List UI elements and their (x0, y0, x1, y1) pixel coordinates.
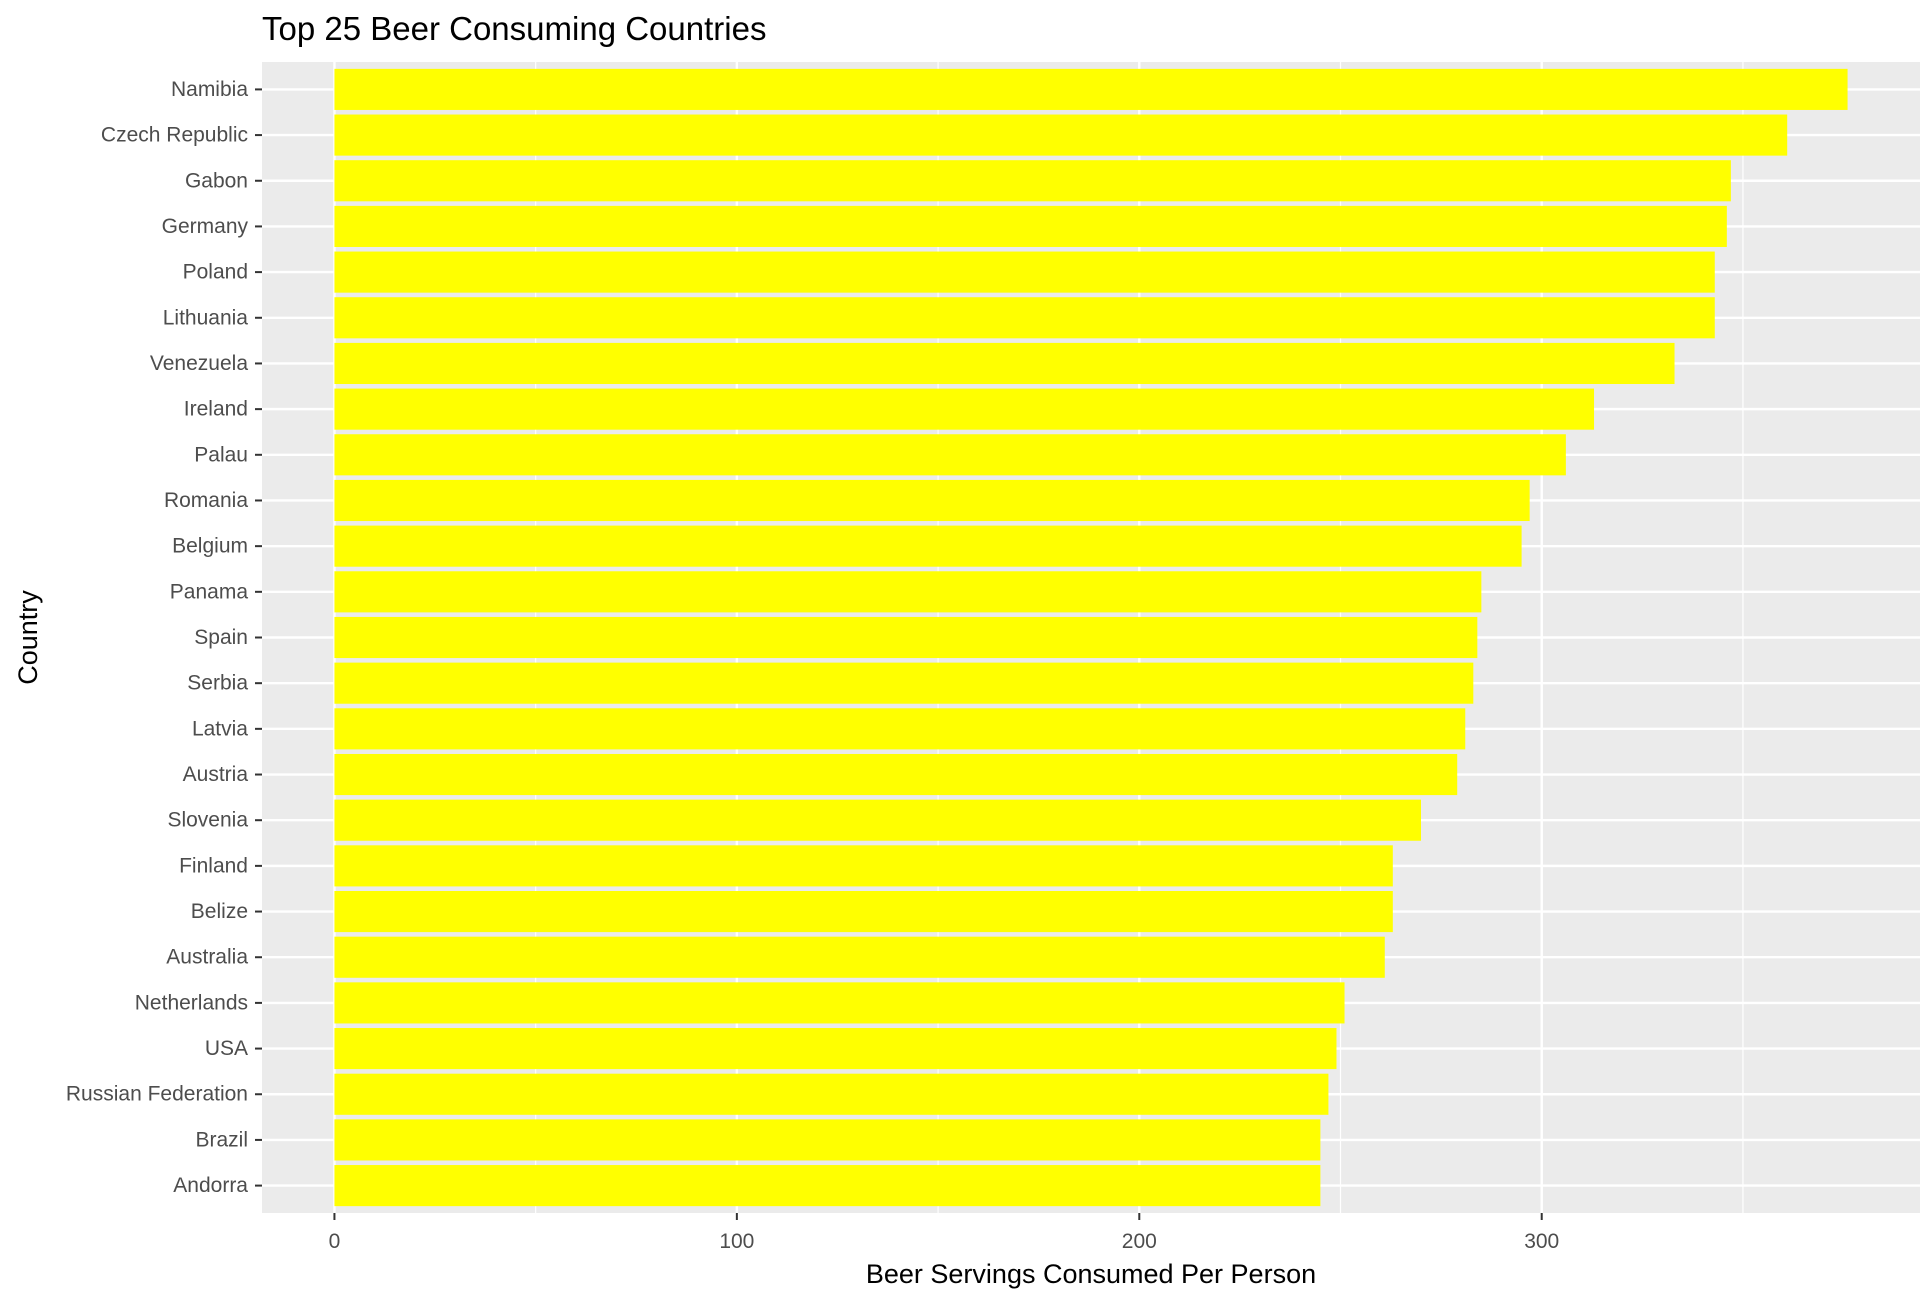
y-tick-label: Austria (183, 763, 249, 786)
y-tick-label: Slovenia (167, 809, 248, 832)
y-tick-label: Czech Republic (101, 124, 248, 147)
bar-netherlands (334, 982, 1345, 1024)
bar-spain (334, 616, 1478, 659)
y-tick-label: Spain (194, 626, 248, 649)
bar-gabon (334, 160, 1731, 202)
bar-russian-federation (334, 1073, 1329, 1115)
x-axis-ticks: 0 100 200 300 (329, 1213, 1559, 1253)
bar-czech-republic (334, 114, 1788, 156)
y-tick-label: Poland (183, 261, 248, 284)
bars (334, 68, 1848, 1207)
y-tick-label: Brazil (195, 1128, 248, 1151)
y-tick-label: Australia (166, 946, 248, 969)
y-tick-label: Panama (170, 580, 249, 603)
x-tick-label: 100 (719, 1230, 754, 1253)
y-tick-label: Lithuania (163, 306, 249, 329)
bar-palau (334, 434, 1566, 476)
bar-australia (334, 936, 1385, 978)
y-tick-label: Belgium (172, 535, 248, 558)
bar-ireland (334, 388, 1595, 430)
x-axis-title: Beer Servings Consumed Per Person (866, 1259, 1316, 1289)
y-tick-label: Germany (162, 215, 249, 238)
y-tick-label: USA (205, 1037, 248, 1060)
y-tick-label: Venezuela (150, 352, 248, 375)
chart-title: Top 25 Beer Consuming Countries (262, 10, 766, 47)
x-tick-label: 0 (329, 1230, 341, 1253)
y-tick-label: Gabon (185, 169, 248, 192)
y-tick-label: Netherlands (135, 991, 248, 1014)
bar-belize (334, 890, 1393, 933)
y-axis-ticks: Namibia Czech Republic Gabon Germany Poland L… (66, 78, 262, 1197)
bar-serbia (334, 662, 1474, 704)
y-tick-label: Finland (179, 854, 248, 877)
y-tick-label: Latvia (192, 717, 248, 740)
bar-austria (334, 753, 1458, 796)
bar-venezuela (334, 342, 1675, 385)
bar-poland (334, 251, 1715, 293)
bar-finland (334, 845, 1393, 887)
y-axis-title: Country (13, 590, 43, 685)
x-tick-label: 200 (1122, 1230, 1157, 1253)
x-tick-label: 300 (1524, 1230, 1559, 1253)
y-tick-label: Belize (191, 900, 248, 923)
bar-panama (334, 571, 1482, 613)
y-tick-label: Andorra (173, 1174, 248, 1197)
y-tick-label: Russian Federation (66, 1083, 248, 1106)
y-tick-label: Palau (194, 443, 248, 466)
y-tick-label: Namibia (171, 78, 248, 101)
bar-belgium (334, 525, 1522, 567)
bar-slovenia (334, 799, 1421, 841)
y-tick-label: Ireland (184, 398, 248, 421)
bar-lithuania (334, 297, 1715, 339)
bar-romania (334, 479, 1530, 522)
bar-usa (334, 1028, 1337, 1070)
bar-brazil (334, 1119, 1321, 1161)
bar-latvia (334, 708, 1466, 750)
bar-andorra (334, 1165, 1321, 1207)
y-tick-label: Romania (164, 489, 248, 512)
y-tick-label: Serbia (187, 672, 248, 695)
bar-germany (334, 205, 1727, 247)
bar-namibia (334, 68, 1848, 110)
